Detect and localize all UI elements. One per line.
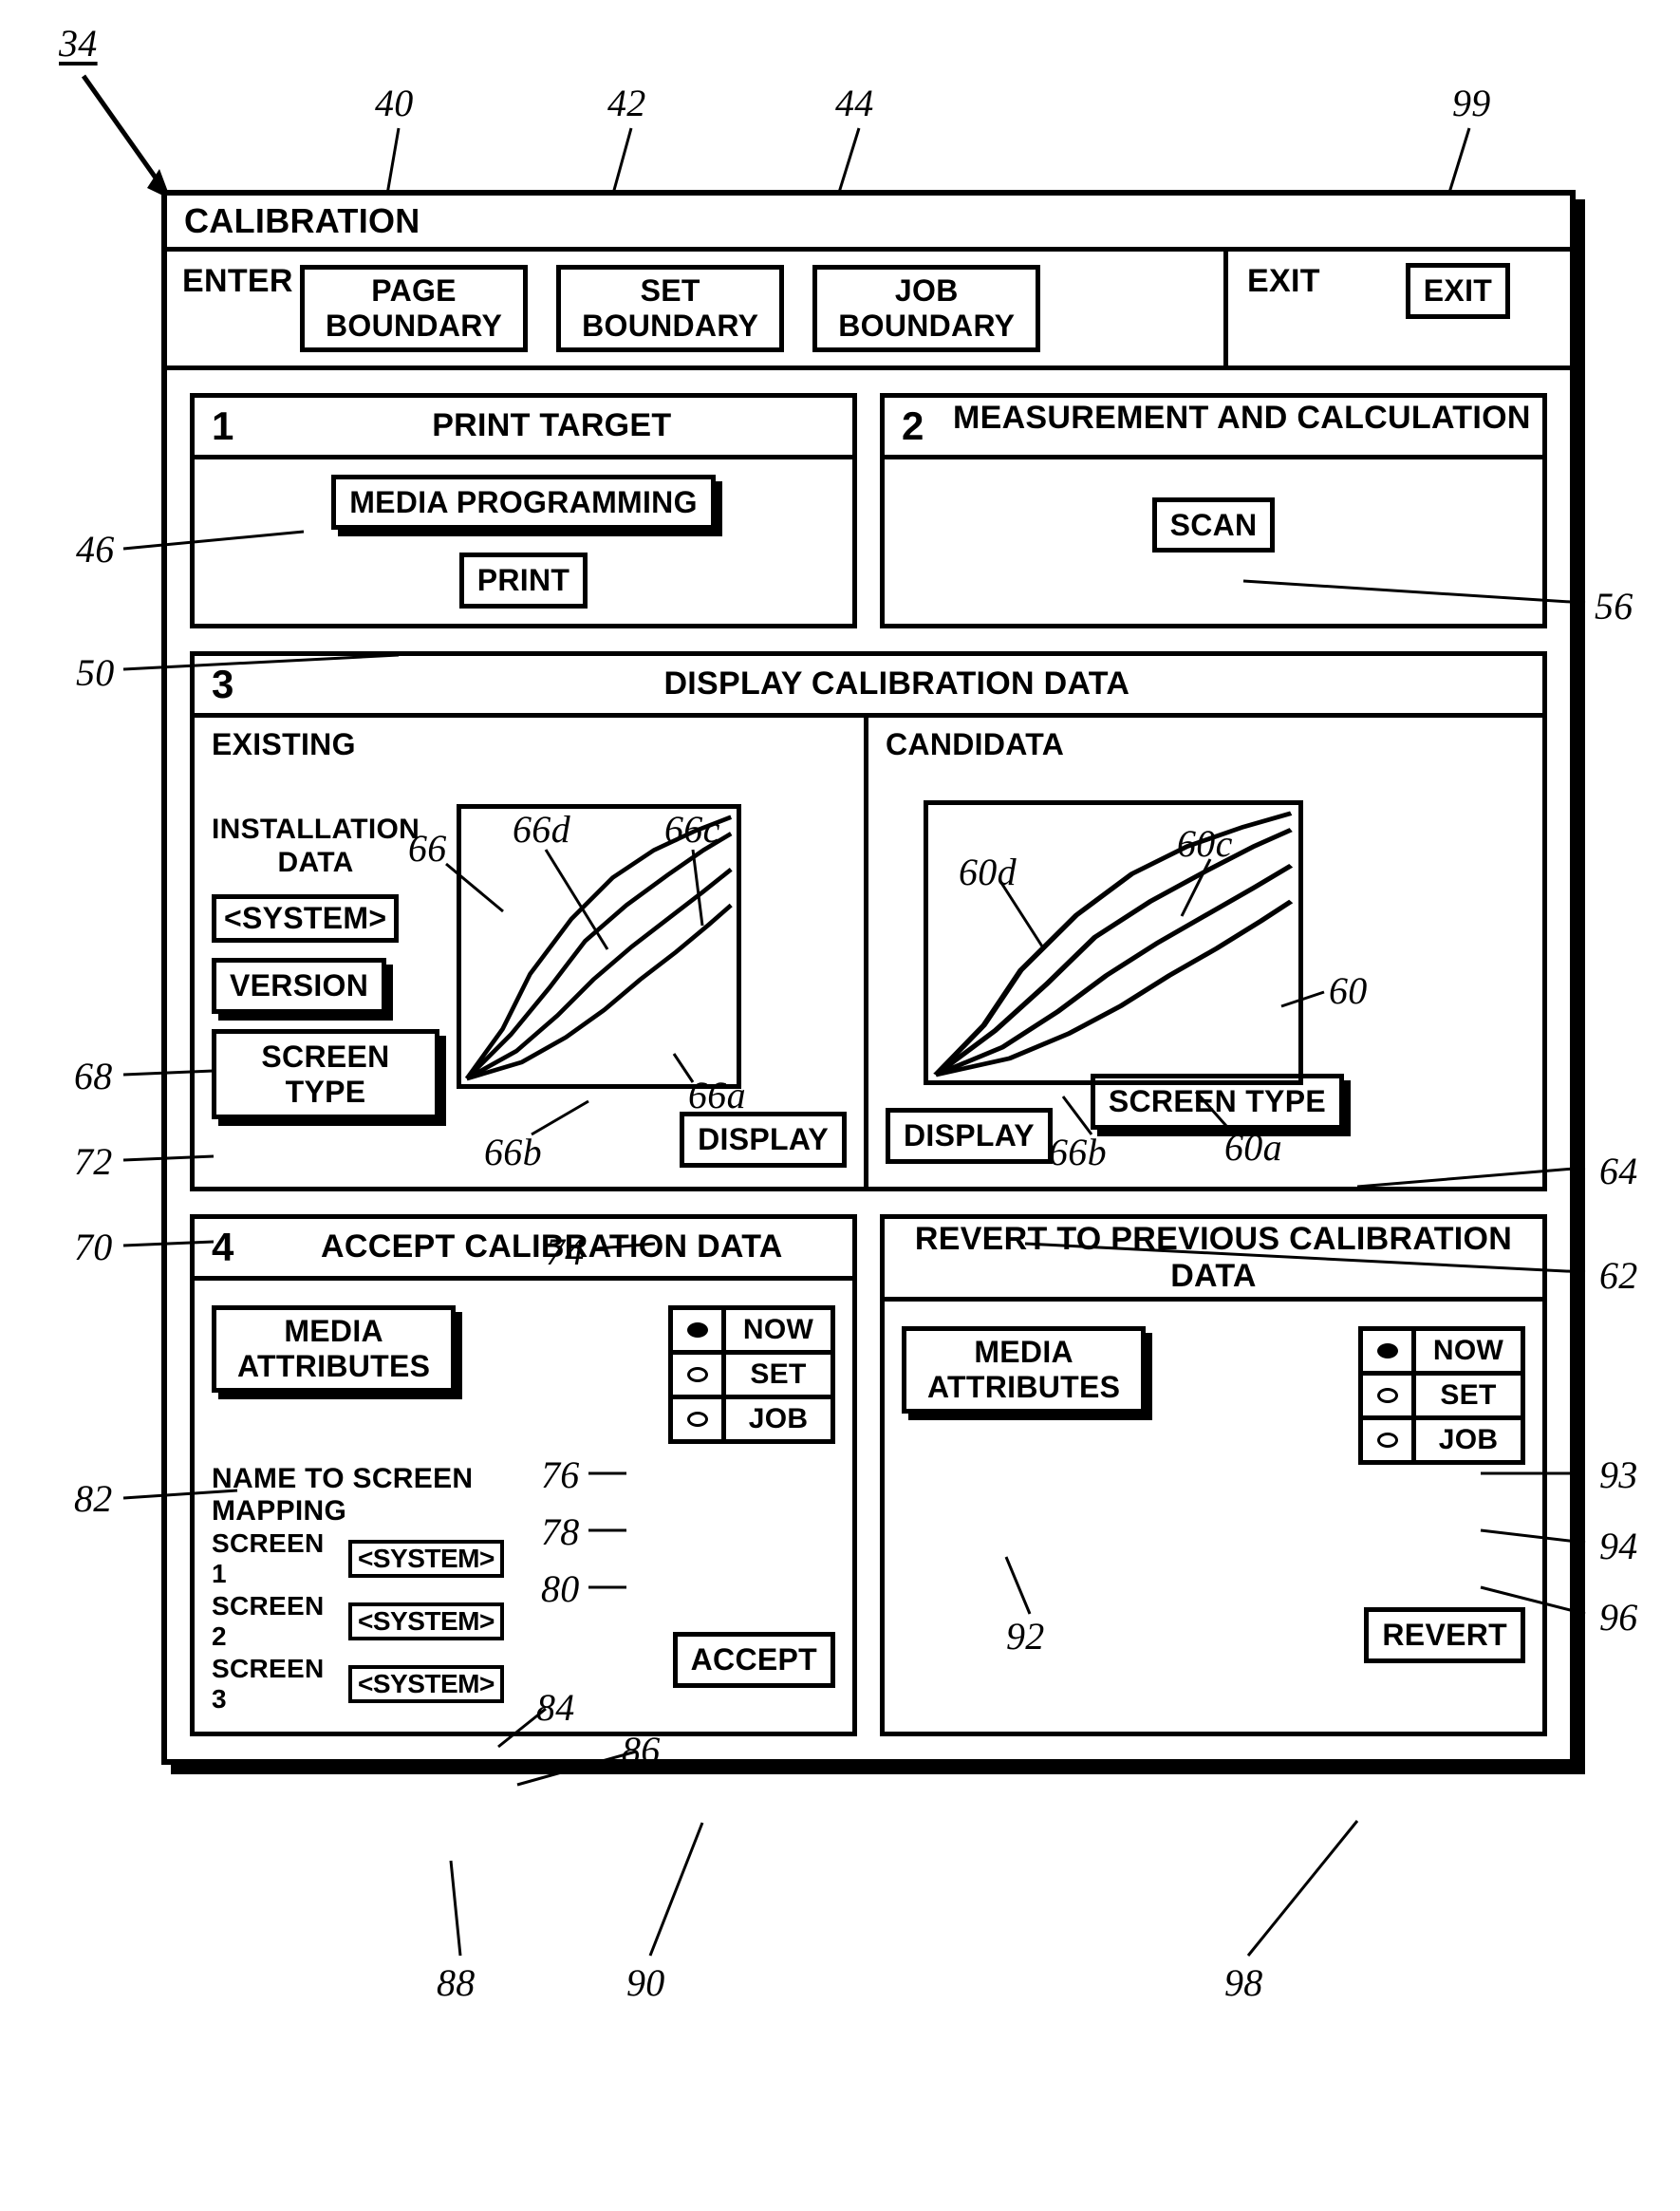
media-attributes-button-revert[interactable]: MEDIA ATTRIBUTES (902, 1326, 1146, 1414)
page-boundary-button[interactable]: PAGE BOUNDARY (300, 265, 528, 352)
toolbar: ENTER PAGE BOUNDARY SET BOUNDARY JOB BOU… (167, 252, 1570, 370)
callout-82: 82 (74, 1476, 113, 1521)
radio-dot-icon (687, 1412, 708, 1427)
revert-button[interactable]: REVERT (1364, 1607, 1525, 1663)
display-button-candidata[interactable]: DISPLAY (886, 1108, 1053, 1164)
accept-radio-table: NOW SET JOB (668, 1305, 835, 1444)
radio-set-accept[interactable]: SET (673, 1355, 831, 1399)
radio-dot-icon (687, 1367, 708, 1382)
system-value[interactable]: <SYSTEM> (348, 1602, 504, 1640)
candidata-graph (924, 800, 1303, 1085)
radio-dot-icon (1377, 1343, 1398, 1358)
installation-data-label: INSTALLATION DATA (212, 814, 420, 879)
panel-display-calibration: 3 DISPLAY CALIBRATION DATA EXISTING INST… (190, 651, 1547, 1191)
screen-map-row: SCREEN 1 <SYSTEM> (212, 1528, 504, 1589)
callout-86: 86 (622, 1728, 661, 1772)
panel-print-target: 1 PRINT TARGET MEDIA PROGRAMMING PRINT (190, 393, 857, 629)
panel1-title: PRINT TARGET (252, 398, 852, 455)
radio-dot-icon (1377, 1388, 1398, 1403)
callout-84: 84 (536, 1685, 575, 1730)
system-value[interactable]: <SYSTEM> (348, 1665, 504, 1703)
panel3-num: 3 (195, 656, 252, 713)
screen-map-row: SCREEN 2 <SYSTEM> (212, 1591, 504, 1652)
radio-job-revert[interactable]: JOB (1363, 1420, 1521, 1460)
panel4-num: 4 (195, 1219, 252, 1276)
callout-93: 93 (1599, 1452, 1638, 1497)
callout-60a: 60a (1224, 1125, 1282, 1170)
callout-50: 50 (76, 650, 115, 695)
existing-heading: EXISTING (212, 727, 847, 762)
version-button[interactable]: VERSION (212, 958, 386, 1014)
callout-72: 72 (74, 1139, 113, 1184)
exit-cell: EXIT EXIT (1228, 252, 1570, 365)
media-attributes-button-accept[interactable]: MEDIA ATTRIBUTES (212, 1305, 456, 1393)
panel-measurement: 2 MEASUREMENT AND CALCULATION SCAN (880, 393, 1547, 629)
existing-pane: EXISTING INSTALLATION DATA <SYSTEM> VERS… (195, 718, 868, 1187)
callout-68: 68 (74, 1054, 113, 1098)
callout-92: 92 (1006, 1614, 1045, 1658)
exit-button[interactable]: EXIT (1406, 263, 1510, 319)
radio-dot-icon (687, 1322, 708, 1338)
callout-70: 70 (74, 1225, 113, 1269)
window-title: CALIBRATION (167, 196, 1570, 252)
panel2-title: MEASUREMENT AND CALCULATION (942, 398, 1542, 455)
callout-60d: 60d (959, 850, 1017, 894)
callout-66d: 66d (513, 807, 570, 852)
callout-62: 62 (1599, 1253, 1638, 1298)
callout-66c: 66c (664, 807, 720, 852)
window-body: 1 PRINT TARGET MEDIA PROGRAMMING PRINT 2… (167, 370, 1570, 1759)
callout-96: 96 (1599, 1595, 1638, 1640)
panel-revert: REVERT TO PREVIOUS CALIBRATION DATA MEDI… (880, 1214, 1547, 1736)
callout-74: 74 (546, 1229, 585, 1274)
exit-label: EXIT (1247, 263, 1320, 300)
callout-94: 94 (1599, 1524, 1638, 1568)
boundary-button-row: PAGE BOUNDARY SET BOUNDARY JOB BOUNDARY (300, 252, 1228, 365)
callout-46: 46 (76, 527, 115, 571)
callout-66: 66 (408, 826, 447, 871)
set-boundary-button[interactable]: SET BOUNDARY (556, 265, 784, 352)
callout-76: 76 (541, 1452, 580, 1497)
system-value[interactable]: <SYSTEM> (348, 1540, 504, 1578)
candidata-curves-svg (928, 805, 1298, 1080)
enter-label: ENTER (167, 252, 300, 365)
callout-60c: 60c (1177, 821, 1233, 866)
job-boundary-button[interactable]: JOB BOUNDARY (812, 265, 1040, 352)
candidata-pane: CANDIDATA DISPLA (868, 718, 1542, 1187)
page-root: 34 40 42 44 99 CALIBRATION ENTER PAGE BO… (0, 0, 1680, 2211)
callout-88: 88 (437, 1960, 476, 2005)
revert-radio-table: NOW SET JOB (1358, 1326, 1525, 1465)
radio-now-revert[interactable]: NOW (1363, 1331, 1521, 1376)
panel-accept: 4 ACCEPT CALIBRATION DATA MEDIA ATTRIBUT… (190, 1214, 857, 1736)
mapping-title: NAME TO SCREEN MAPPING (212, 1463, 835, 1528)
system-button-existing[interactable]: <SYSTEM> (212, 894, 399, 943)
radio-job-accept[interactable]: JOB (673, 1399, 831, 1439)
panel2-num: 2 (885, 398, 942, 455)
callout-90: 90 (626, 1960, 665, 2005)
radio-set-revert[interactable]: SET (1363, 1376, 1521, 1420)
callout-98: 98 (1224, 1960, 1263, 2005)
callout-80: 80 (541, 1566, 580, 1611)
panel3-title: DISPLAY CALIBRATION DATA (252, 656, 1542, 713)
panel3-grid: EXISTING INSTALLATION DATA <SYSTEM> VERS… (195, 718, 1542, 1187)
callout-66b-r: 66b (1049, 1130, 1107, 1174)
callout-66a: 66a (688, 1073, 746, 1117)
callout-60: 60 (1329, 968, 1368, 1013)
radio-dot-icon (1377, 1433, 1398, 1448)
screen-type-button-existing[interactable]: SCREEN TYPE (212, 1029, 439, 1120)
display-button-existing[interactable]: DISPLAY (680, 1112, 847, 1168)
callout-66b: 66b (484, 1130, 542, 1174)
screen-map-row: SCREEN 3 <SYSTEM> (212, 1654, 504, 1714)
callout-78: 78 (541, 1509, 580, 1554)
scan-button[interactable]: SCAN (1152, 497, 1276, 553)
media-programming-button[interactable]: MEDIA PROGRAMMING (331, 475, 716, 531)
accept-button[interactable]: ACCEPT (673, 1632, 835, 1688)
panel5-title: REVERT TO PREVIOUS CALIBRATION DATA (885, 1219, 1542, 1297)
radio-now-accept[interactable]: NOW (673, 1310, 831, 1355)
callout-56: 56 (1595, 584, 1633, 628)
print-button[interactable]: PRINT (459, 553, 588, 609)
callout-64: 64 (1599, 1149, 1638, 1193)
panel1-num: 1 (195, 398, 252, 455)
candidata-heading: CANDIDATA (886, 727, 1525, 762)
mapping-rows: SCREEN 1 <SYSTEM> SCREEN 2 <SYSTEM> SCRE… (212, 1528, 504, 1716)
